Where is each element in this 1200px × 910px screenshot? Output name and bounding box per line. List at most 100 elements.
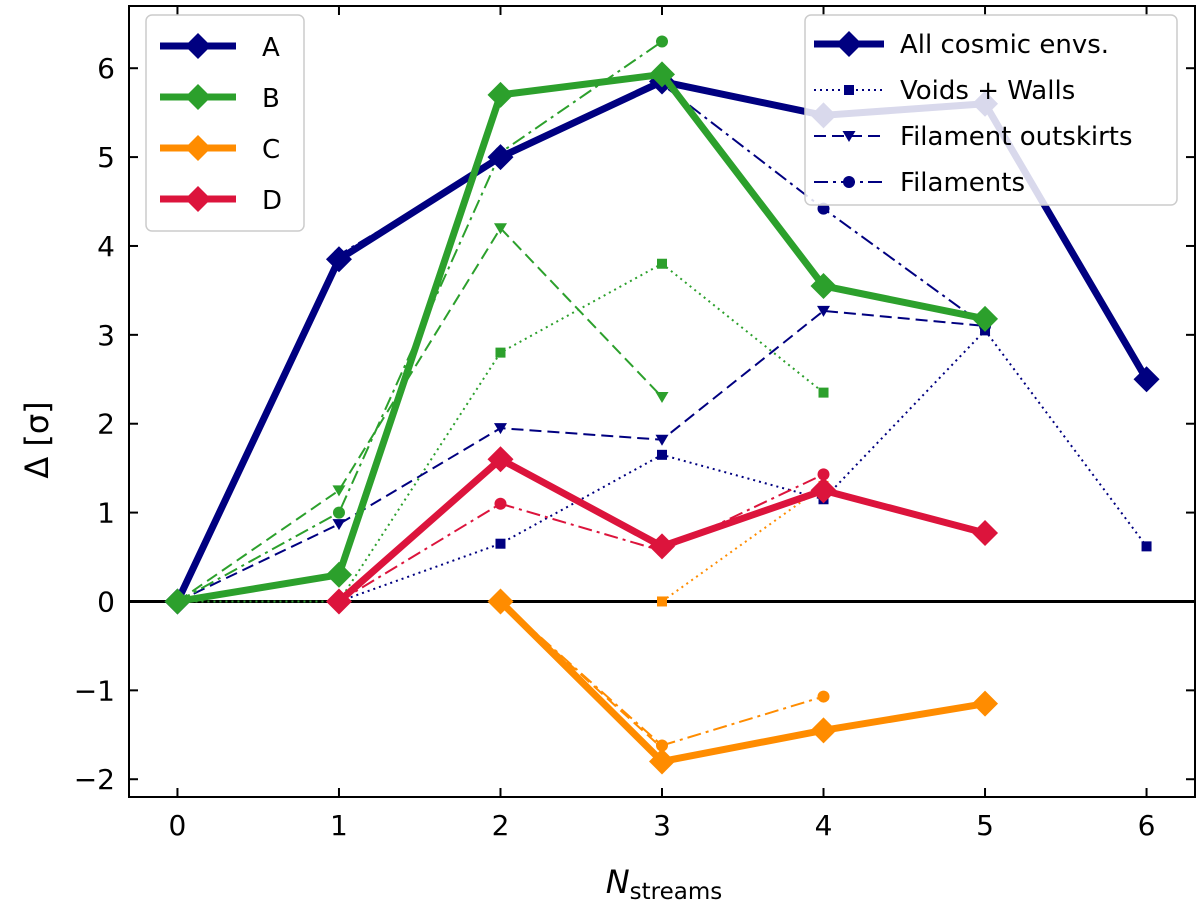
data-point [332,485,346,497]
legend-item-filaments: Filaments [814,168,1025,198]
x-tick-label: 5 [976,809,994,842]
data-point [656,739,668,752]
data-point [649,748,675,775]
legend-box [145,14,305,232]
y-tick-label: −1 [74,674,115,707]
series-line [177,309,986,603]
y-tick-label: 6 [97,52,115,85]
y-tick-label: −2 [74,763,115,796]
series-line [336,455,986,605]
data-point [972,520,999,547]
legend-label: Voids + Walls [900,76,1075,106]
data-point [817,690,830,703]
data-point [657,596,667,607]
series-b-filament-outskirts [170,223,669,608]
data-point [657,258,667,269]
legend-item-d: D [160,186,282,216]
axes: 0 1 2 3 4 5 6 −2 −1 0 1 2 3 4 5 6 [74,5,1196,842]
data-point [487,446,514,473]
legend-label: C [262,135,280,165]
data-point [1133,366,1160,393]
series-d-all-cosmic-envs [325,446,999,615]
legend-item-c: C [160,135,280,165]
data-point [487,81,514,108]
series-line [177,329,1148,603]
data-point [487,588,514,615]
legend-item-all-cosmic-envs: All cosmic envs. [814,30,1109,60]
legend-item-b: B [160,84,280,114]
data-point [495,347,506,358]
data-point [810,717,837,744]
data-point [495,538,506,549]
legend-label: A [262,33,280,63]
data-point [494,497,507,510]
legend-item-filament-outskirts: Filament outskirts [814,122,1133,152]
x-tick-label: 2 [492,809,510,842]
legend-label: D [262,186,282,216]
series-b-all-cosmic-envs [164,61,999,615]
x-tick-label: 0 [169,809,187,842]
data-point [325,588,352,615]
legend-item-voids-walls: Voids + Walls [814,76,1075,106]
series-line [498,598,986,765]
data-point [493,223,507,235]
legend-label: B [262,84,280,114]
y-tick-label: 3 [97,319,115,352]
data-point [332,519,346,531]
series-line [499,600,824,747]
data-point [332,506,345,519]
legend-marker [185,186,211,212]
data-point [493,423,507,435]
legend-marker [836,31,862,57]
legend-box [804,14,1178,206]
data-point [656,35,668,48]
data-point [972,690,999,717]
series-line [176,227,663,603]
y-tick-label: 2 [97,408,115,441]
series-c-all-cosmic-envs [487,588,999,775]
y-tick-label: 4 [97,230,115,263]
data-point [649,61,675,88]
x-tick-label: 1 [330,809,348,842]
data-point [817,305,831,317]
x-axis-label: Nstreams [606,863,723,905]
legend-label: Filaments [900,168,1025,198]
legend-marker [185,135,211,161]
data-point [649,533,675,560]
y-axis-label: Δ [σ] [18,401,56,478]
series-line [661,485,825,603]
data-point [1141,541,1152,552]
data-point [655,392,669,404]
series-c-filaments [494,595,830,752]
data-point [818,387,829,398]
legend-marker [185,33,211,59]
legend-marker [185,84,211,110]
data-point [972,305,999,332]
legend-item-a: A [160,33,280,63]
x-tick-label: 4 [815,809,833,842]
legend-label: Filament outskirts [900,122,1133,152]
x-tick-label: 6 [1138,809,1156,842]
legend-marker [843,176,855,188]
data-point [655,434,669,446]
legend-marker [842,131,856,142]
data-point [657,449,667,460]
y-tick-label: 1 [97,497,115,530]
data-point [810,272,837,299]
legend-marker [844,85,854,95]
data-point [810,477,837,504]
series-a-voids-walls [172,325,1152,607]
legend-label: All cosmic envs. [900,30,1109,60]
x-tick-label: 3 [653,809,671,842]
y-tick-label: 0 [97,585,115,618]
series-line [338,473,824,603]
data-point [487,144,514,171]
series-line [176,70,986,605]
data-point [164,588,191,615]
y-tick-label: 5 [97,141,115,174]
data-point [325,561,352,588]
data-point [817,468,830,481]
